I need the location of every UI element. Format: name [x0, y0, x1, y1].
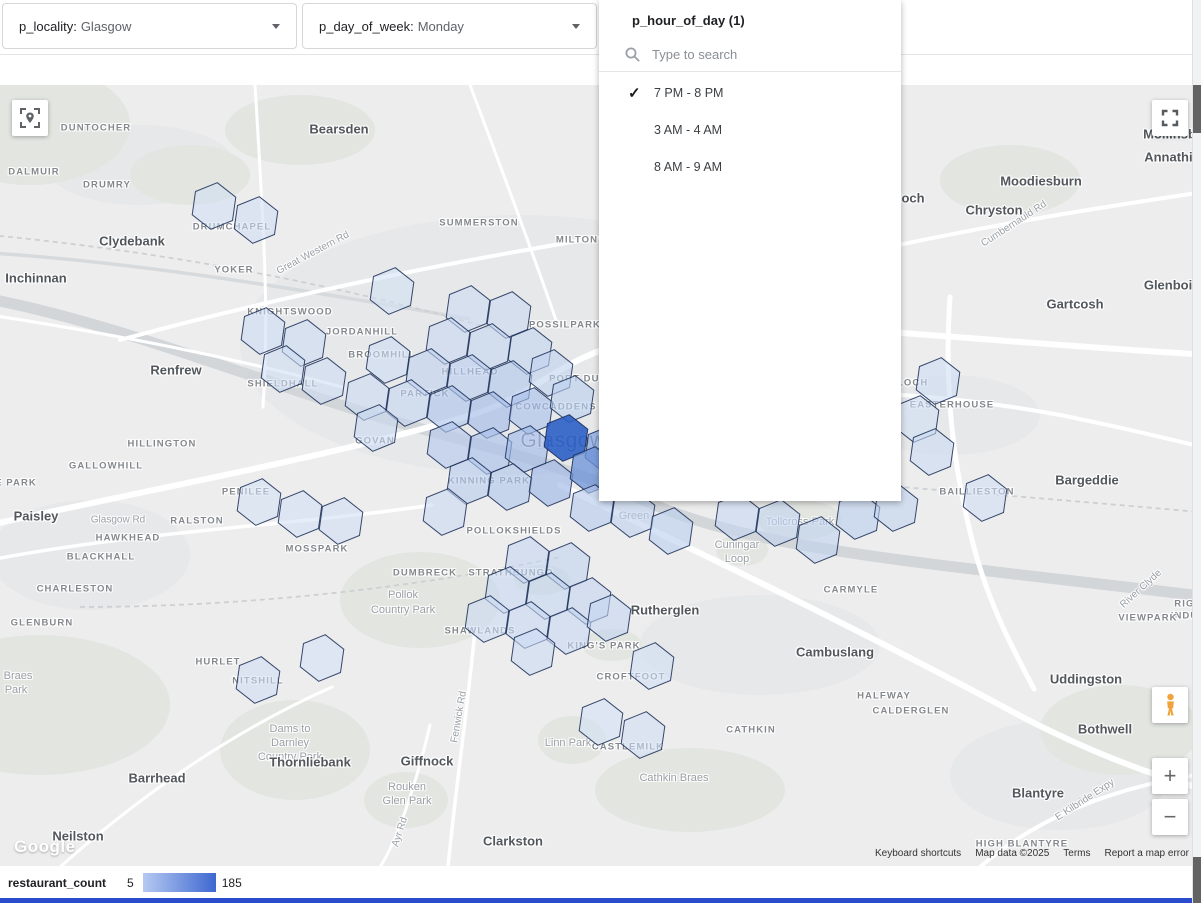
horizontal-scrollbar-thumb[interactable]	[0, 898, 1193, 903]
hour-option-label: 8 AM - 9 AM	[654, 159, 723, 174]
terms-link[interactable]: Terms	[1063, 848, 1091, 859]
map-pin-frame-icon	[20, 108, 40, 128]
vertical-scrollbar-bottom-block	[1193, 857, 1201, 903]
legend-bar: restaurant_count 5 185	[0, 866, 1193, 899]
filter-day-label: p_day_of_week:	[319, 18, 414, 34]
legend-gradient	[142, 873, 216, 892]
filter-locality-value: Glasgow	[80, 18, 132, 34]
pegman-icon	[1166, 693, 1174, 716]
keyboard-shortcuts-link[interactable]: Keyboard shortcuts	[875, 848, 962, 859]
vertical-scrollbar[interactable]	[1192, 0, 1201, 903]
hour-option-label: 3 AM - 4 AM	[654, 122, 723, 137]
fullscreen-icon	[1161, 109, 1179, 127]
legend-max-value: 185	[221, 875, 242, 890]
zoom-out-button[interactable]: −	[1152, 799, 1188, 835]
map-terrain	[0, 85, 1193, 866]
fullscreen-button[interactable]	[1152, 100, 1188, 136]
filter-day-value: Monday	[417, 18, 464, 34]
filter-locality-label: p_locality:	[19, 18, 77, 34]
hour-option-label: 7 PM - 8 PM	[654, 85, 724, 100]
chevron-down-icon	[272, 23, 280, 29]
map-canvas[interactable]: DUNTOCHERBearsdenMollinsburnAnnathillDAL…	[0, 85, 1193, 866]
hour-search-input[interactable]	[650, 45, 874, 63]
map-data-text: Map data ©2025	[975, 848, 1050, 859]
check-icon: ✓	[628, 84, 641, 102]
filter-day-of-week[interactable]: p_day_of_week: Monday	[302, 3, 597, 49]
search-icon	[625, 47, 640, 62]
zoom-in-button[interactable]: +	[1152, 758, 1188, 794]
hour-option[interactable]: ✓ 7 PM - 8 PM	[599, 74, 901, 111]
plus-icon: +	[1163, 763, 1177, 788]
hour-options-list: ✓ 7 PM - 8 PM 3 AM - 4 AM 8 AM - 9 AM	[599, 72, 901, 185]
map-attribution: Keyboard shortcuts Map data ©2025 Terms Rep…	[875, 848, 1189, 859]
report-map-error-link[interactable]: Report a map error	[1104, 848, 1189, 859]
minus-icon: −	[1163, 804, 1177, 829]
google-logo[interactable]: Google	[14, 837, 76, 856]
chevron-down-icon	[572, 23, 580, 29]
legend-min-value: 5	[127, 875, 134, 890]
legend-field-label: restaurant_count	[8, 875, 107, 890]
vertical-scrollbar-thumb[interactable]	[1193, 85, 1201, 133]
hour-of-day-dropdown-panel: p_hour_of_day (1) ✓ 7 PM - 8 PM 3 AM - 4 A…	[599, 0, 901, 501]
filter-locality[interactable]: p_locality: Glasgow	[2, 3, 297, 49]
recenter-map-button[interactable]	[12, 100, 48, 136]
hour-search-row	[599, 37, 901, 72]
hour-panel-title: p_hour_of_day (1)	[632, 13, 745, 28]
hour-option[interactable]: 3 AM - 4 AM	[599, 111, 901, 148]
pegman-button[interactable]	[1152, 687, 1188, 723]
hour-option[interactable]: 8 AM - 9 AM	[599, 148, 901, 185]
